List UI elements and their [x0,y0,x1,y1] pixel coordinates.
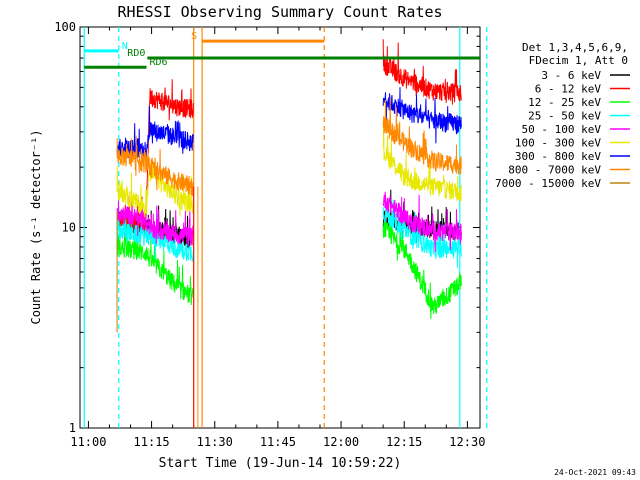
series-line-7-a [116,135,194,196]
legend-label-6: 300 - 800 keV [515,150,601,163]
legend: Det 1,3,4,5,6,9, FDecim 1, Att 0 3 - 6 k… [495,41,630,190]
x-tick-label: 11:00 [70,435,106,449]
legend-label-4: 50 - 100 keV [522,123,602,136]
legend-label-8: 7000 - 15000 keV [495,177,601,190]
legend-label-7: 800 - 7000 keV [508,164,601,177]
chart-title: RHESSI Observing Summary Count Rates [117,3,442,21]
x-tick-label: 11:45 [260,435,296,449]
x-tick-label: 11:30 [197,435,233,449]
x-axis-label: Start Time (19-Jun-14 10:59:22) [159,456,402,471]
x-tick-label: 12:15 [386,435,422,449]
y-tick-label: 10 [62,221,76,235]
flag-label-s: S [191,31,197,42]
y-tick-label: 1 [69,421,76,435]
series-line-3-b [382,199,462,269]
series-line-6-a [116,106,194,159]
legend-label-0: 3 - 6 keV [541,69,601,82]
series-line-4-b [382,191,462,253]
flag-label-rd0: RD0 [127,48,145,59]
series-line-5-b [382,121,462,202]
series-line-6-b [382,87,462,144]
y-tick-label: 100 [54,20,76,34]
flag-label-rd6: RD6 [150,57,168,68]
timestamp: 24-Oct-2021 09:43 [554,468,636,477]
plot-area: 1 10 100 11:00 11:15 11:30 11:45 12:00 12:15 12:3… [54,20,488,449]
y-axis-label: Count Rate (s⁻¹ detector⁻¹) [29,129,43,324]
legend-label-3: 25 - 50 keV [528,110,601,123]
series-line-7-b [382,97,462,175]
legend-header-line-1: Det 1,3,4,5,6,9, [522,41,628,54]
x-tick-label: 12:00 [323,435,359,449]
x-tick-label: 12:30 [449,435,485,449]
legend-header-line-2: FDecim 1, Att 0 [529,54,628,67]
series-line-3-a [116,202,194,263]
series-line-4-a [116,198,194,247]
x-tick-label: 11:15 [134,435,170,449]
series-line-2-b [382,214,462,319]
legend-label-5: 100 - 300 keV [515,137,601,150]
legend-label-2: 12 - 25 keV [528,96,601,109]
legend-label-1: 6 - 12 keV [535,83,602,96]
series-line-1-b [382,39,462,105]
flag-label-n: N [122,41,128,52]
